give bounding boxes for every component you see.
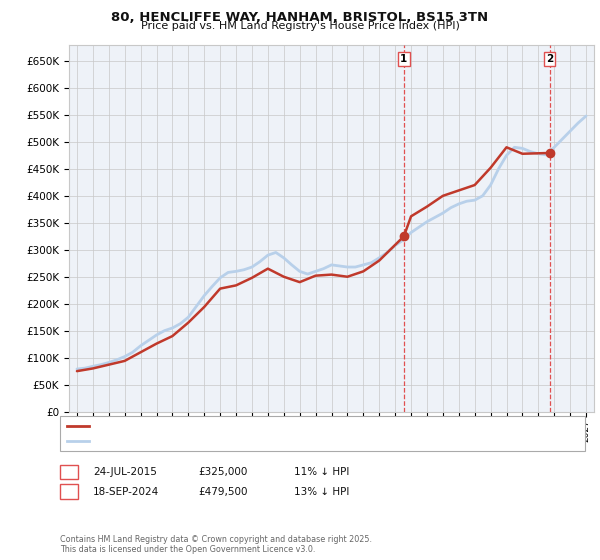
Text: 2: 2 <box>65 487 73 497</box>
Text: HPI: Average price, detached house, South Gloucestershire: HPI: Average price, detached house, Sout… <box>93 436 388 446</box>
Text: 13% ↓ HPI: 13% ↓ HPI <box>294 487 349 497</box>
Text: £325,000: £325,000 <box>198 467 247 477</box>
Text: Price paid vs. HM Land Registry's House Price Index (HPI): Price paid vs. HM Land Registry's House … <box>140 21 460 31</box>
Text: 18-SEP-2024: 18-SEP-2024 <box>93 487 159 497</box>
Text: 80, HENCLIFFE WAY, HANHAM, BRISTOL, BS15 3TN (detached house): 80, HENCLIFFE WAY, HANHAM, BRISTOL, BS15… <box>93 421 436 431</box>
Text: £479,500: £479,500 <box>198 487 248 497</box>
Text: 1: 1 <box>400 54 407 64</box>
Text: Contains HM Land Registry data © Crown copyright and database right 2025.
This d: Contains HM Land Registry data © Crown c… <box>60 535 372 554</box>
Text: 11% ↓ HPI: 11% ↓ HPI <box>294 467 349 477</box>
Text: 1: 1 <box>65 467 73 477</box>
Text: 80, HENCLIFFE WAY, HANHAM, BRISTOL, BS15 3TN: 80, HENCLIFFE WAY, HANHAM, BRISTOL, BS15… <box>112 11 488 24</box>
Text: 2: 2 <box>546 54 553 64</box>
Text: 24-JUL-2015: 24-JUL-2015 <box>93 467 157 477</box>
